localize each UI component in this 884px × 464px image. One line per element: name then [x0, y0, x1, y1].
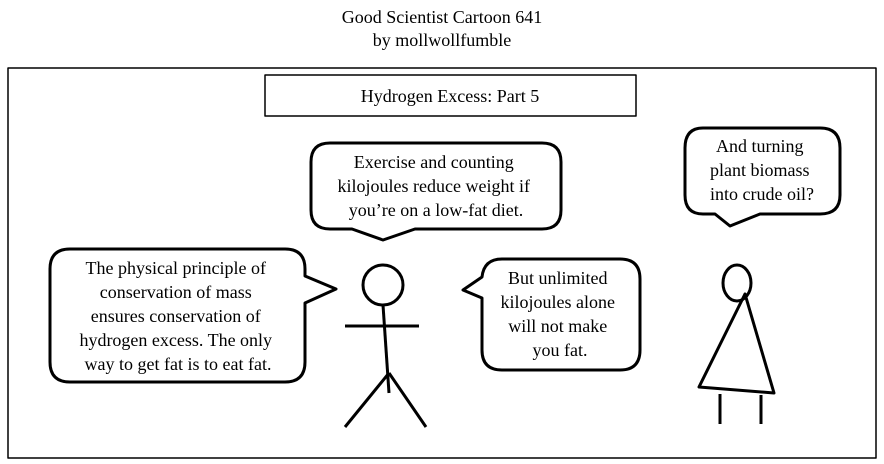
- bubble-line: Exercise and counting: [354, 152, 514, 172]
- svg-text:The physical principle of: The physical principle of conservation o…: [79, 258, 276, 374]
- bubble-line: you fat.: [533, 340, 588, 360]
- bubble-line: conservation of mass: [100, 282, 252, 302]
- svg-text:Exercise and counting ki: Exercise and counting kilojoules reduce …: [338, 152, 535, 220]
- stick-figure-woman: [697, 263, 776, 424]
- bubble-line: you’re on a low-fat diet.: [349, 200, 523, 220]
- svg-text:And turning plant biomas: And turning plant biomass into crude oil…: [710, 136, 814, 204]
- bubble-line: into crude oil?: [710, 184, 814, 204]
- speech-bubble-right: And turning plant biomass into crude oil…: [683, 126, 842, 228]
- speech-bubble-top: Exercise and counting kilojoules reduce …: [309, 141, 563, 242]
- bubble-line: plant biomass: [710, 160, 810, 180]
- caption-box: [264, 74, 637, 117]
- speech-bubble-left: The physical principle of conservation o…: [48, 247, 338, 384]
- bubble-line: kilojoules reduce weight if: [338, 176, 530, 196]
- bubble-line: The physical principle of: [86, 258, 266, 278]
- svg-text:But unlimited kilojoules: But unlimited kilojoules alone will not …: [501, 268, 620, 360]
- comic-byline: by mollwollfumble: [372, 30, 512, 50]
- stick-figure-man: [343, 263, 428, 428]
- bubble-line: will not make: [508, 316, 607, 336]
- comic-title: Good Scientist Cartoon 641: [341, 7, 543, 27]
- bubble-line: kilojoules alone: [501, 292, 615, 312]
- bubble-line: And turning: [716, 136, 804, 156]
- bubble-line: way to get fat is to eat fat.: [85, 354, 272, 374]
- bubble-line: But unlimited: [508, 268, 608, 288]
- speech-bubble-middle: But unlimited kilojoules alone will not …: [461, 257, 642, 372]
- caption-text: Hydrogen Excess: Part 5: [361, 86, 539, 106]
- bubble-line: hydrogen excess. The only: [79, 330, 272, 350]
- bubble-line: ensures conservation of: [91, 306, 261, 326]
- panel-frame: [7, 67, 877, 459]
